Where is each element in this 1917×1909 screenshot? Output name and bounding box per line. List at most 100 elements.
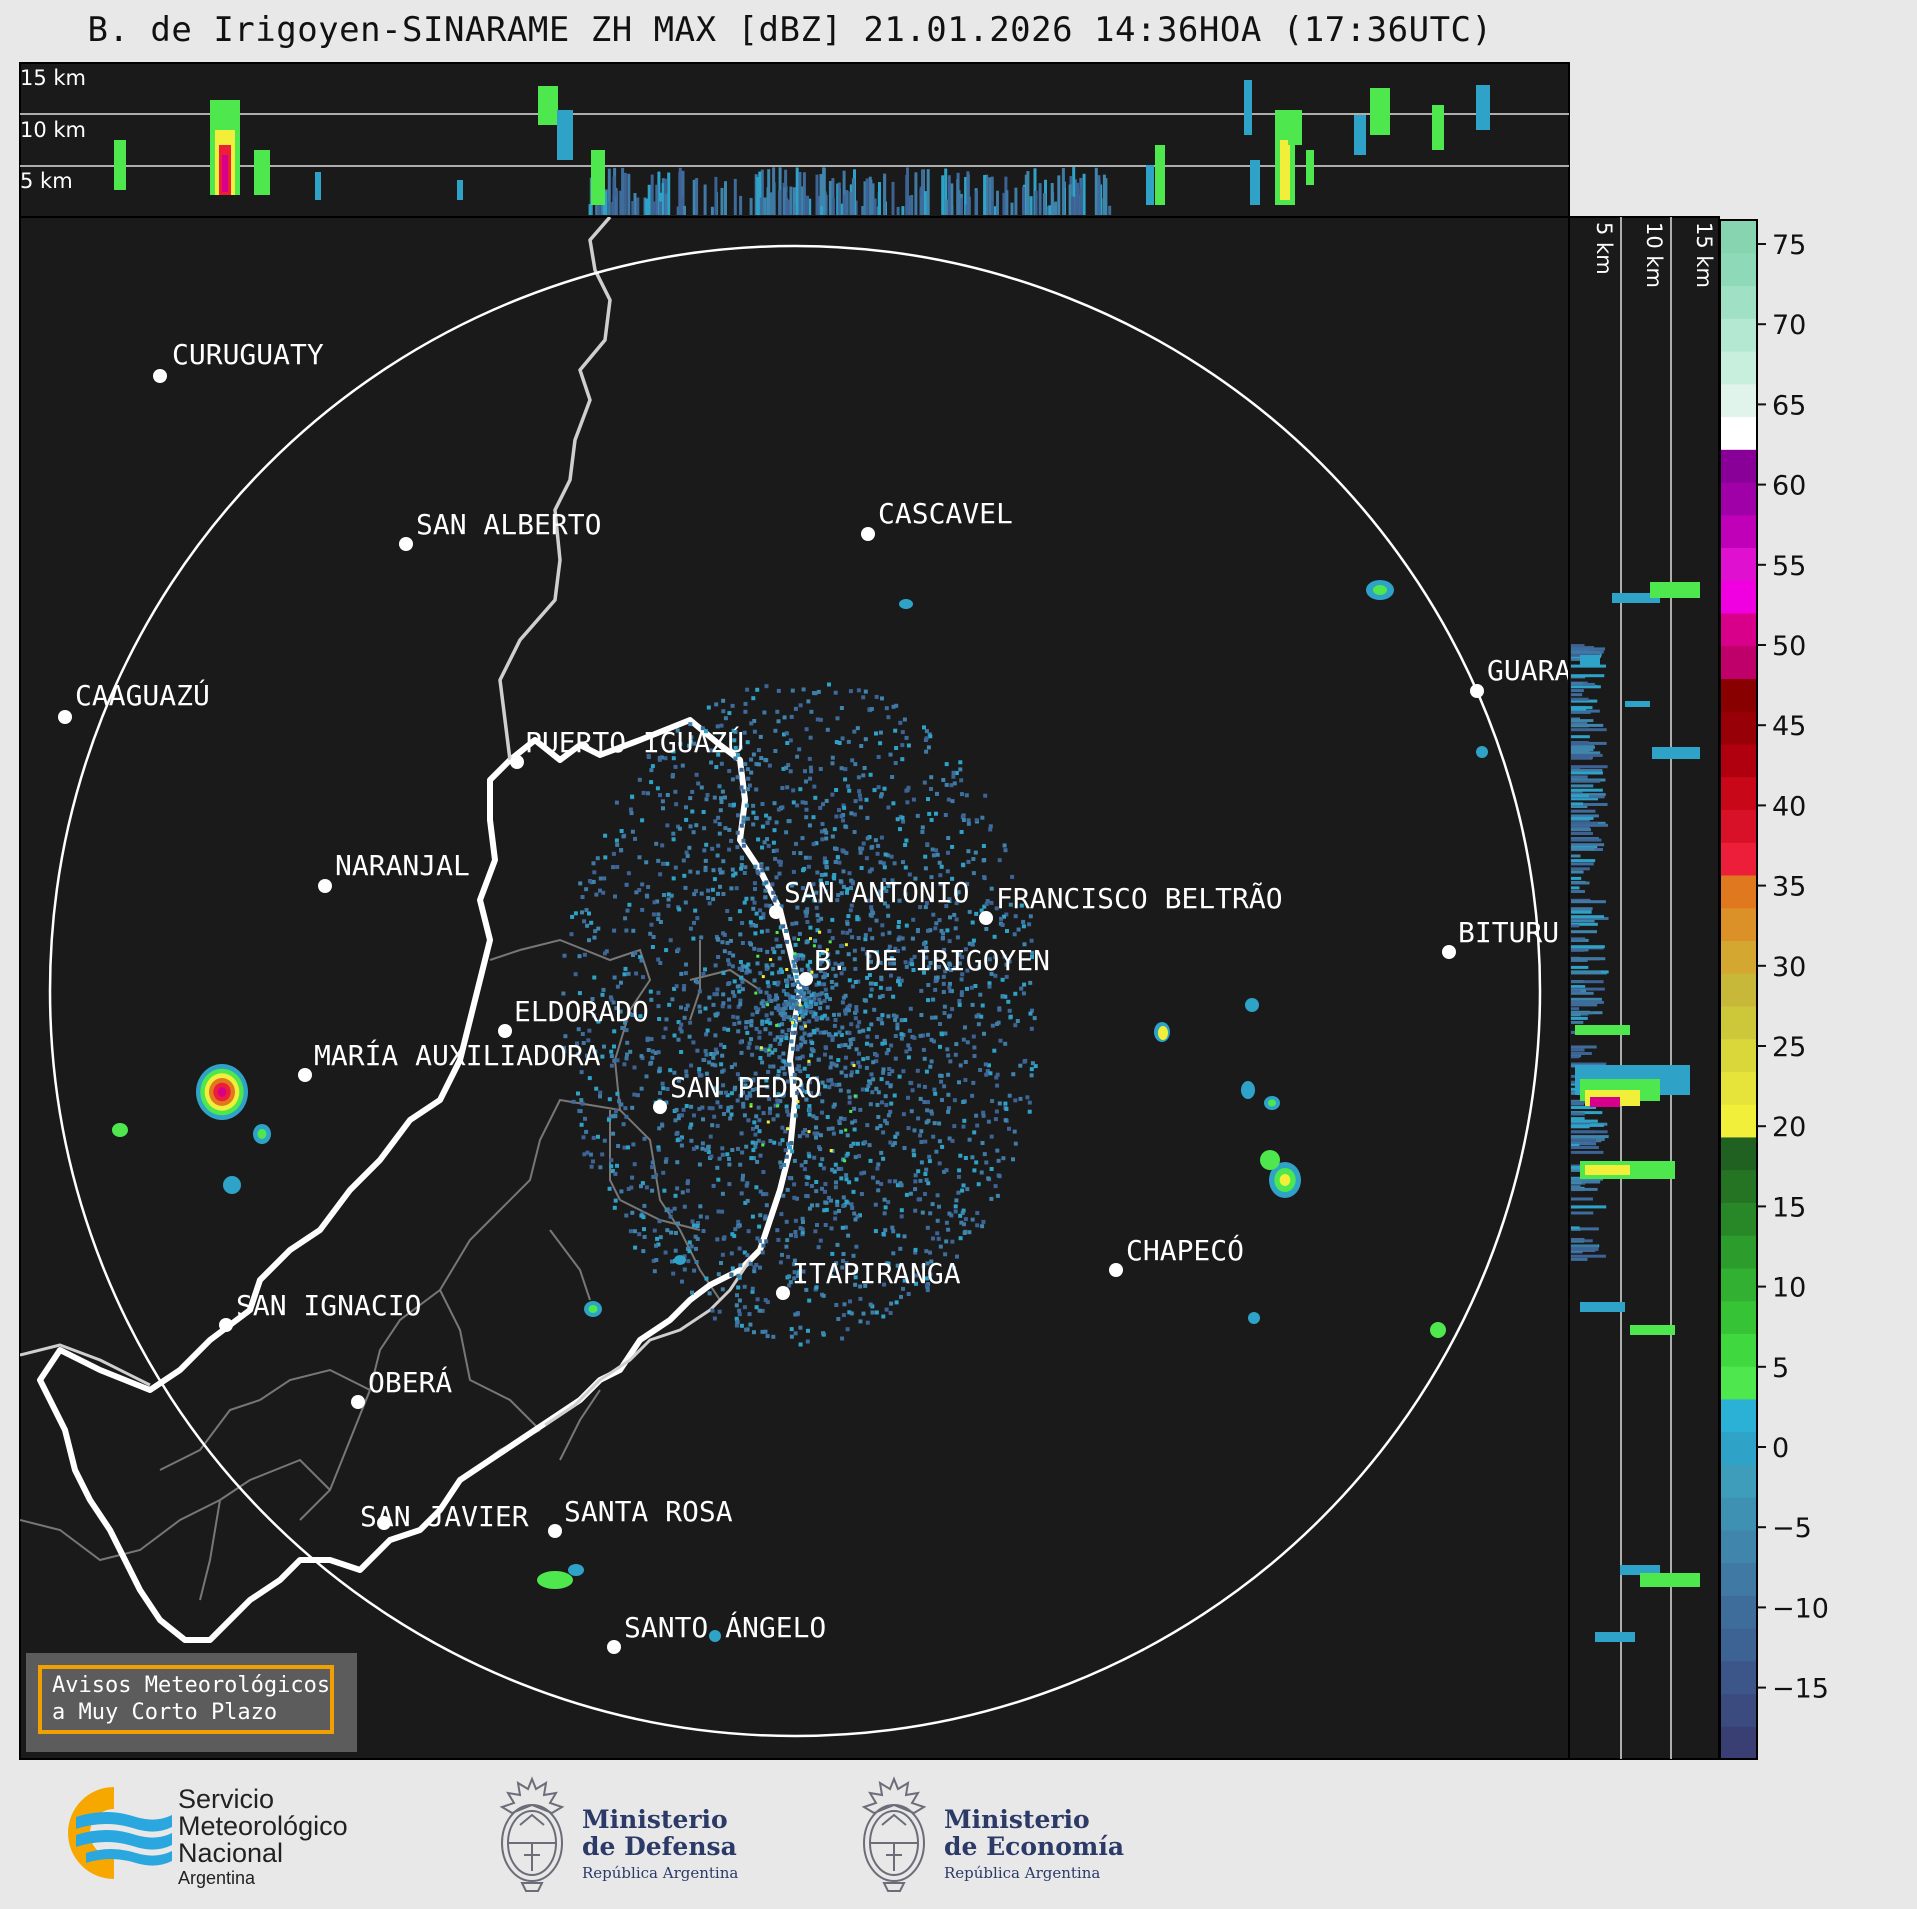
echo-pixel bbox=[607, 1186, 612, 1191]
echo-pixel bbox=[939, 864, 944, 869]
echo-pixel bbox=[1571, 1000, 1604, 1004]
echo-pixel bbox=[654, 1243, 658, 1248]
echo-pixel bbox=[786, 763, 791, 767]
echo-pixel bbox=[755, 869, 760, 874]
echo-pixel bbox=[956, 1190, 961, 1195]
echo-pixel bbox=[773, 895, 778, 900]
echo-pixel bbox=[677, 907, 682, 912]
echo-pixel bbox=[783, 1006, 788, 1011]
echo-pixel bbox=[806, 1175, 811, 1180]
echo-pixel bbox=[972, 1168, 977, 1173]
echo-pixel bbox=[856, 936, 861, 940]
echo-pixel bbox=[795, 167, 799, 215]
echo-pixel bbox=[996, 1158, 1001, 1163]
echo-pixel bbox=[960, 955, 965, 960]
echo-pixel bbox=[737, 1298, 742, 1303]
echo-pixel bbox=[709, 760, 714, 765]
echo-pixel bbox=[615, 1091, 620, 1096]
echo-pixel bbox=[920, 949, 925, 953]
echo-pixel bbox=[1571, 1106, 1597, 1109]
echo-pixel bbox=[689, 739, 693, 744]
echo-pixel bbox=[717, 867, 722, 872]
echo-pixel bbox=[683, 885, 688, 890]
echo-pixel bbox=[631, 201, 635, 215]
echo-pixel bbox=[610, 1169, 615, 1174]
echo-pixel bbox=[1571, 775, 1588, 779]
echo-pixel bbox=[868, 772, 873, 777]
echo-pixel bbox=[1571, 803, 1608, 806]
echo-pixel bbox=[965, 986, 969, 991]
echo-pixel bbox=[793, 1230, 798, 1234]
echo-pixel bbox=[760, 1021, 765, 1026]
echo-pixel bbox=[796, 956, 801, 961]
echo-pixel bbox=[1571, 1100, 1595, 1104]
echo-pixel bbox=[886, 883, 891, 888]
echo-pixel bbox=[799, 1036, 804, 1041]
echo-pixel bbox=[804, 913, 809, 918]
echo-pixel bbox=[719, 1062, 724, 1067]
echo-pixel bbox=[893, 1134, 898, 1139]
echo-pixel bbox=[911, 797, 916, 802]
echo-pixel bbox=[936, 965, 941, 969]
echo-pixel bbox=[703, 1006, 708, 1011]
echo-pixel bbox=[624, 1056, 629, 1061]
echo-pixel bbox=[864, 951, 869, 956]
city-dot-icon bbox=[318, 879, 332, 893]
echo-pixel bbox=[819, 916, 824, 921]
echo-pixel bbox=[850, 758, 855, 763]
city-label: CAAGUAZÚ bbox=[75, 678, 210, 712]
echo-pixel bbox=[646, 753, 651, 758]
echo-pixel bbox=[735, 1072, 740, 1077]
echo-pixel bbox=[1571, 917, 1609, 920]
echo-pixel bbox=[971, 857, 976, 861]
echo-pixel bbox=[787, 1176, 792, 1180]
echo-pixel bbox=[780, 786, 785, 790]
echo-pixel bbox=[863, 737, 868, 742]
echo-pixel bbox=[778, 1099, 783, 1104]
echo-pixel bbox=[924, 955, 929, 960]
echo-pixel bbox=[814, 905, 819, 910]
echo-pixel bbox=[818, 962, 823, 967]
storm-cell bbox=[899, 599, 913, 609]
echo-pixel bbox=[990, 176, 994, 215]
echo-pixel bbox=[684, 962, 688, 967]
echo-pixel bbox=[658, 1091, 662, 1095]
echo-pixel bbox=[975, 1211, 980, 1215]
echo-pixel bbox=[809, 1053, 814, 1058]
echo-pixel bbox=[624, 1213, 629, 1218]
echo-pixel bbox=[619, 980, 623, 985]
echo-pixel bbox=[775, 1113, 780, 1118]
echo-pixel bbox=[984, 927, 989, 931]
warning-badge[interactable]: Avisos Meteorológicos a Muy Corto Plazo bbox=[26, 1653, 357, 1752]
echo-pixel bbox=[1571, 1142, 1597, 1146]
echo-pixel bbox=[916, 1116, 921, 1121]
echo-pixel bbox=[927, 1154, 932, 1159]
city-dot-icon bbox=[548, 1524, 562, 1538]
echo-pixel bbox=[648, 931, 653, 936]
echo-pixel bbox=[682, 873, 687, 878]
echo-pixel bbox=[767, 169, 771, 216]
echo-pixel bbox=[686, 1259, 691, 1264]
echo-pixel bbox=[584, 887, 589, 892]
echo-pixel bbox=[719, 1261, 723, 1265]
echo-pixel bbox=[703, 858, 708, 863]
city-label: MARÍA AUXILIADORA bbox=[314, 1038, 601, 1072]
echo-pixel bbox=[701, 1229, 706, 1233]
city-dot-icon bbox=[498, 1024, 512, 1038]
echo-pixel bbox=[916, 1197, 921, 1202]
echo-pixel bbox=[820, 1080, 825, 1085]
echo-pixel bbox=[896, 949, 900, 953]
echo-pixel bbox=[612, 1205, 617, 1210]
echo-pixel bbox=[780, 1138, 785, 1143]
echo-pixel bbox=[760, 1019, 765, 1024]
echo-pixel bbox=[781, 1066, 786, 1071]
city-chapecó: CHAPECÓ bbox=[1109, 1233, 1244, 1277]
echo-pixel bbox=[941, 974, 946, 979]
echo-pixel bbox=[635, 1093, 640, 1098]
echo-pixel bbox=[684, 1073, 689, 1078]
echo-pixel bbox=[779, 969, 784, 974]
echo-pixel bbox=[913, 1173, 918, 1178]
echo-pixel bbox=[815, 870, 820, 875]
echo-pixel bbox=[774, 1076, 779, 1081]
echo-pixel bbox=[900, 743, 905, 748]
